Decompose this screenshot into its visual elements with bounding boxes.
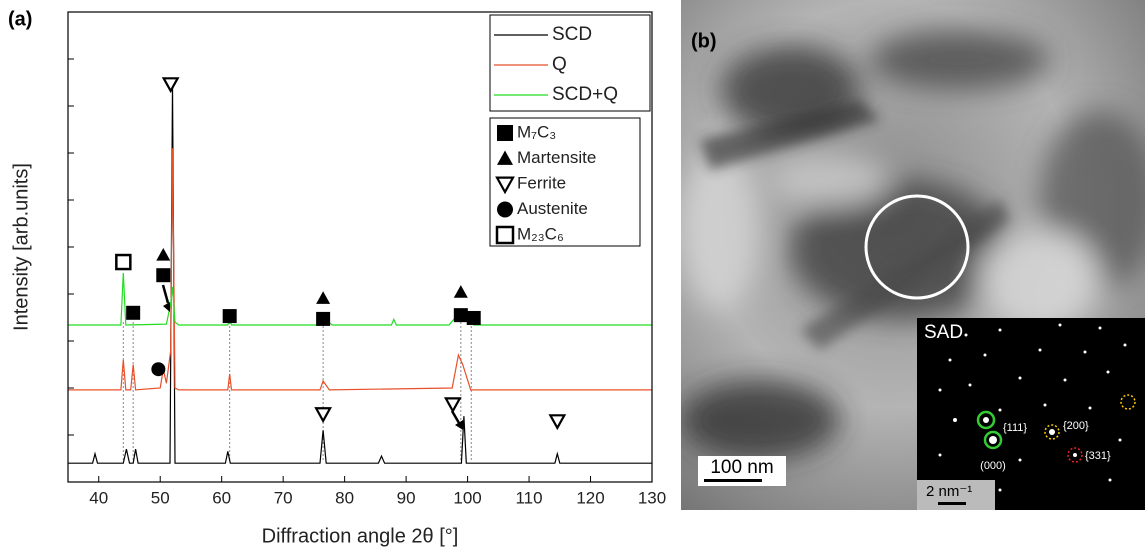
series-line	[68, 84, 652, 464]
arrow	[450, 410, 461, 424]
legend-label: Q	[552, 54, 567, 75]
x-tick-label: 130	[638, 488, 666, 507]
diffraction-spots	[938, 323, 1127, 492]
spot-label: {111}	[1003, 422, 1027, 434]
x-tick-label: 80	[335, 488, 354, 507]
x-tick-label: 60	[212, 488, 231, 507]
marker	[453, 285, 468, 298]
spot-ring	[1120, 394, 1136, 410]
spot-ring	[1044, 424, 1060, 440]
marker	[443, 397, 462, 414]
legend-label: Ferrite	[517, 173, 566, 192]
arrow-head	[163, 302, 170, 312]
marker	[453, 308, 468, 323]
y-axis-title: Intensity [arb.units]	[10, 163, 32, 331]
spot-label: {331}	[1085, 450, 1111, 462]
marker	[115, 253, 132, 271]
plot-frame	[67, 11, 653, 483]
marker	[151, 362, 166, 377]
marker	[161, 77, 180, 94]
legend-label: M₇C₃	[517, 122, 556, 141]
spot-ring	[976, 410, 996, 430]
marker	[497, 201, 513, 218]
series-line	[68, 272, 652, 326]
phase-legend	[489, 117, 641, 247]
inset-scale-label: 2 nm⁻¹	[926, 483, 972, 500]
panel-label: (a)	[8, 8, 32, 30]
x-axis-title: Diffraction angle 2θ [°]	[262, 525, 459, 547]
scale-bar	[704, 479, 762, 482]
legend-label: Austenite	[517, 199, 588, 218]
panel-label: (b)	[691, 30, 717, 52]
marker	[316, 311, 331, 326]
x-tick-label: 40	[89, 488, 108, 507]
spot-ring	[983, 430, 1003, 450]
marker	[497, 150, 513, 165]
marker	[548, 414, 567, 431]
x-tick-label: 70	[274, 488, 293, 507]
legend-label: SCD	[552, 24, 592, 45]
arrow	[161, 284, 170, 304]
marker	[222, 309, 237, 324]
marker	[495, 176, 515, 195]
x-tick-label: 120	[576, 488, 604, 507]
arrow-head	[455, 420, 463, 430]
marker	[156, 247, 171, 261]
x-tick-label: 110	[515, 488, 542, 507]
plot: 40 50 60 70 80 90 100 110 120 130	[68, 58, 666, 507]
marker	[316, 291, 331, 304]
marker	[497, 125, 513, 141]
series-line	[68, 148, 652, 391]
scale-bar-label: 100 nm	[710, 457, 773, 478]
marker	[466, 310, 481, 325]
legend-label: SCD+Q	[552, 84, 618, 105]
marker	[126, 305, 141, 320]
x-tick-label: 100	[453, 488, 481, 507]
x-tick-label: 50	[151, 488, 170, 507]
marker	[495, 225, 515, 245]
inset-title: SAD	[924, 322, 963, 343]
x-tick-label: 90	[397, 488, 416, 507]
inset-scale-bar	[938, 502, 966, 505]
legend-label: M₂₃C₆	[517, 224, 564, 243]
marker	[156, 268, 171, 283]
spot-label: {200}	[1063, 420, 1089, 432]
legend: SCD Q SCD+Q M₇C₃ Martensite Ferrite Austenite M…	[494, 24, 618, 245]
spot-label: (000)	[980, 460, 1006, 472]
marker	[314, 407, 332, 424]
legend-label: Martensite	[517, 148, 596, 167]
spot-ring	[1067, 447, 1083, 463]
sad-inset	[917, 318, 1145, 510]
